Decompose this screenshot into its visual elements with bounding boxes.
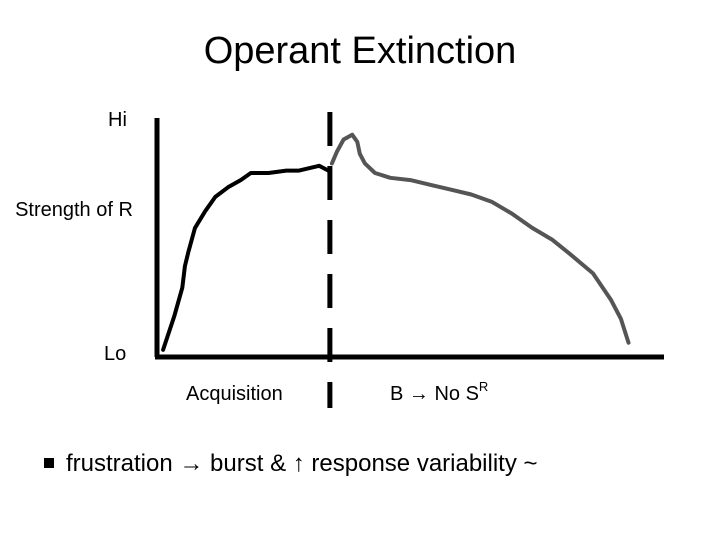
y-tick-hi: Hi: [108, 109, 127, 131]
y-tick-lo: Lo: [104, 343, 127, 365]
y-axis-title: Strength of R: [15, 199, 133, 221]
series-lines: [161, 132, 631, 352]
slide-title: Operant Extinction: [203, 30, 517, 72]
bullet-text: frustration → burst & ↑ response variabi…: [66, 450, 538, 477]
bullet-item: frustration → burst & ↑ response variabi…: [44, 448, 538, 480]
series-line-acquisition: [161, 163, 331, 352]
phase-label-extinction: B → No SR: [390, 379, 489, 408]
phase-label-extinction-sup: R: [478, 379, 489, 394]
phase-label-extinction-main: B → No S: [390, 383, 479, 405]
bullet-square-icon: [44, 458, 54, 468]
phase-label-acquisition: Acquisition: [186, 383, 283, 405]
series-line-extinction: [329, 132, 631, 345]
